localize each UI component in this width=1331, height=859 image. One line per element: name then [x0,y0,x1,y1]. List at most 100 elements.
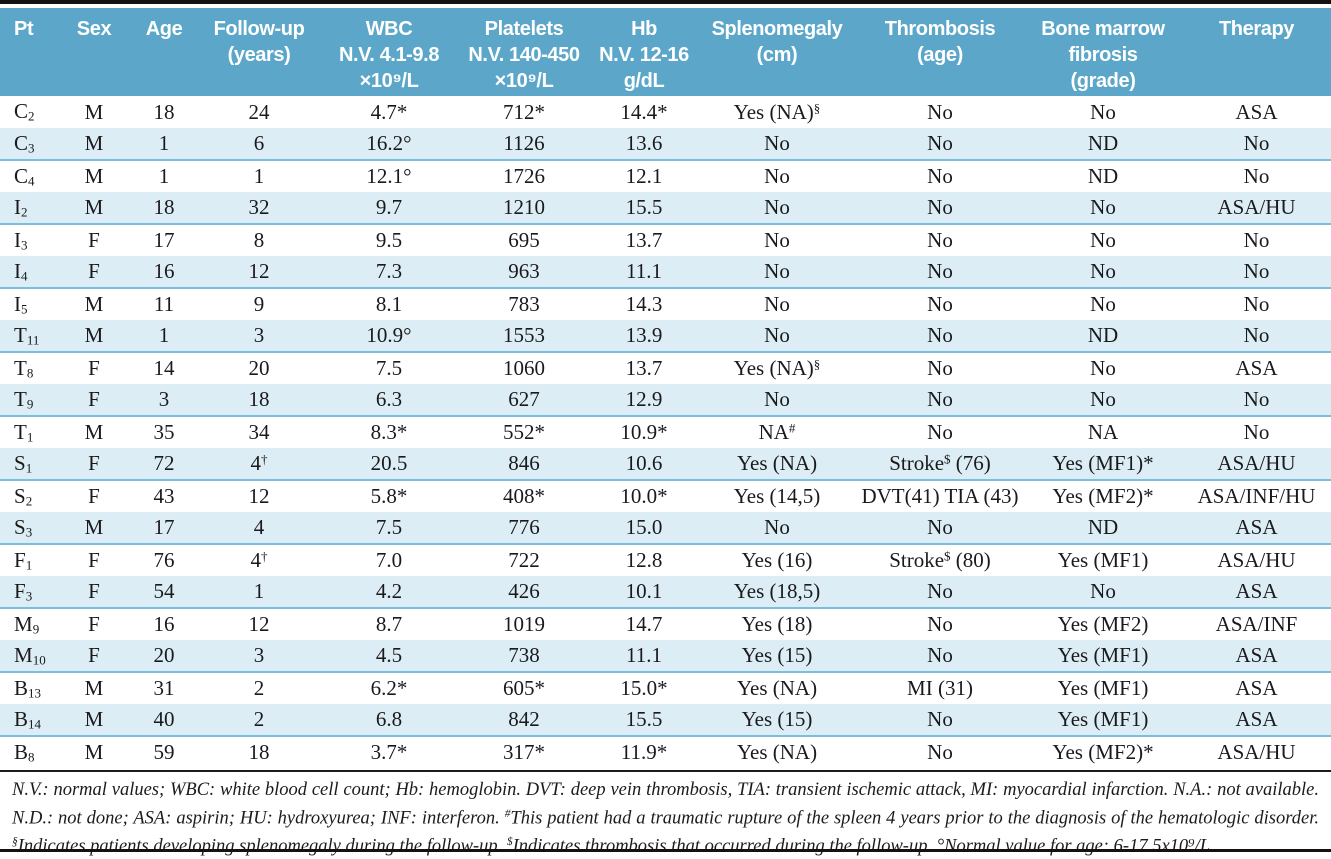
cell-age: 18 [130,96,198,128]
cell-thrombosis: No [856,352,1024,384]
patient-row: S1 F 72 4† 20.5 846 10.6 Yes (NA) Stroke$ (76) Ye… [0,448,1331,481]
column-header-thrombosis: Thrombosis (age) [856,8,1024,96]
column-header-fibrosis: Bone marrow fibrosis (grade) [1024,8,1182,96]
cell-platelets: 1726 [458,160,590,192]
cell-sex: F [58,544,130,576]
cell-therapy: No [1182,416,1331,448]
patient-row: I2 M 18 32 9.7 1210 15.5 No No No ASA/HU [0,192,1331,225]
cell-sex: F [58,448,130,481]
cell-fibrosis: No [1024,256,1182,289]
cell-age: 17 [130,224,198,256]
cell-followup: 8 [198,224,320,256]
cell-sex: M [58,96,130,128]
cell-wbc: 8.7 [320,608,458,640]
cell-splenomegaly: NA# [698,416,856,448]
cell-hb: 11.1 [590,256,698,289]
cell-therapy: ASA/HU [1182,448,1331,481]
cell-therapy: ASA/HU [1182,544,1331,576]
cell-fibrosis: No [1024,576,1182,609]
table-footnote: N.V.: normal values; WBC: white blood ce… [12,780,1319,857]
cell-followup: 12 [198,256,320,289]
cell-platelets: 1060 [458,352,590,384]
cell-thrombosis: No [856,576,1024,609]
cell-therapy: ASA/HU [1182,192,1331,225]
cell-hb: 14.4* [590,96,698,128]
cell-followup: 4† [198,544,320,576]
patient-row: F3 F 54 1 4.2 426 10.1 Yes (18,5) No No ASA [0,576,1331,609]
cell-hb: 10.9* [590,416,698,448]
patient-row: I4 F 16 12 7.3 963 11.1 No No No No [0,256,1331,289]
cell-sex: F [58,256,130,289]
cell-sex: M [58,736,130,768]
cell-pt: F3 [0,576,58,609]
patient-row: M9 F 16 12 8.7 1019 14.7 Yes (18) No Yes (MF2) ASA… [0,608,1331,640]
cell-thrombosis: No [856,96,1024,128]
cell-platelets: 1019 [458,608,590,640]
cell-platelets: 408* [458,480,590,512]
cell-age: 11 [130,288,198,320]
patient-row: S2 F 43 12 5.8* 408* 10.0* Yes (14,5) DVT(41) TI… [0,480,1331,512]
cell-pt: F1 [0,544,58,576]
cell-therapy: ASA [1182,96,1331,128]
cell-splenomegaly: Yes (NA) [698,736,856,768]
cell-wbc: 7.5 [320,512,458,545]
cell-fibrosis: No [1024,192,1182,225]
cell-platelets: 605* [458,672,590,704]
cell-hb: 15.0 [590,512,698,545]
cell-followup: 1 [198,160,320,192]
cell-splenomegaly: No [698,288,856,320]
cell-therapy: ASA [1182,576,1331,609]
cell-fibrosis: Yes (MF1) [1024,672,1182,704]
cell-followup: 3 [198,320,320,353]
cell-pt: M9 [0,608,58,640]
cell-splenomegaly: Yes (14,5) [698,480,856,512]
cell-followup: 2 [198,672,320,704]
cell-platelets: 695 [458,224,590,256]
patient-row: B13 M 31 2 6.2* 605* 15.0* Yes (NA) MI (31) Yes (… [0,672,1331,704]
cell-platelets: 426 [458,576,590,609]
cell-sex: M [58,512,130,545]
cell-fibrosis: No [1024,224,1182,256]
cell-splenomegaly: No [698,512,856,545]
cell-splenomegaly: Yes (NA) [698,448,856,481]
patient-row: T11 M 1 3 10.9° 1553 13.9 No No ND No [0,320,1331,353]
cell-splenomegaly: No [698,192,856,225]
cell-splenomegaly: No [698,224,856,256]
cell-fibrosis: ND [1024,320,1182,353]
cell-fibrosis: No [1024,384,1182,417]
cell-followup: 4 [198,512,320,545]
cell-splenomegaly: Yes (15) [698,704,856,737]
cell-therapy: ASA/INF [1182,608,1331,640]
cell-age: 1 [130,320,198,353]
cell-followup: 24 [198,96,320,128]
cell-therapy: No [1182,128,1331,161]
cell-sex: F [58,640,130,673]
cell-age: 16 [130,608,198,640]
cell-platelets: 712* [458,96,590,128]
cell-age: 1 [130,128,198,161]
cell-fibrosis: No [1024,288,1182,320]
cell-fibrosis: ND [1024,512,1182,545]
cell-splenomegaly: Yes (16) [698,544,856,576]
cell-followup: 4† [198,448,320,481]
cell-fibrosis: Yes (MF2)* [1024,480,1182,512]
cell-therapy: ASA [1182,640,1331,673]
cell-followup: 18 [198,384,320,417]
cell-pt: I5 [0,288,58,320]
cell-platelets: 776 [458,512,590,545]
cell-hb: 11.9* [590,736,698,768]
patient-row: C3 M 1 6 16.2° 1126 13.6 No No ND No [0,128,1331,161]
cell-age: 20 [130,640,198,673]
cell-wbc: 20.5 [320,448,458,481]
cell-age: 18 [130,192,198,225]
cell-splenomegaly: No [698,320,856,353]
cell-age: 54 [130,576,198,609]
cell-wbc: 9.5 [320,224,458,256]
cell-sex: F [58,608,130,640]
cell-wbc: 12.1° [320,160,458,192]
cell-sex: M [58,672,130,704]
cell-wbc: 4.5 [320,640,458,673]
cell-hb: 15.5 [590,704,698,737]
cell-platelets: 738 [458,640,590,673]
